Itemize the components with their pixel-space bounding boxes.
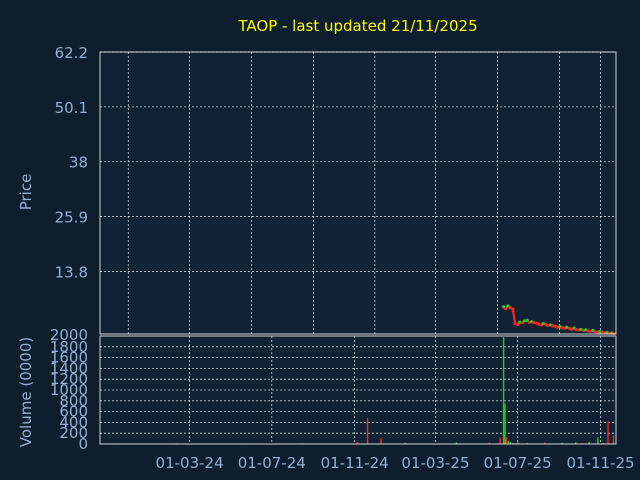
volume-bar-4 [356, 441, 359, 444]
price-point-4 [511, 307, 515, 311]
volume-bar-8 [455, 442, 458, 444]
price-point-37 [588, 329, 593, 333]
price-panel: 62.2 50.1 38 25.9 13.8 2000 [50, 44, 617, 344]
volume-bar-13 [505, 436, 507, 444]
volume-y-tick-label-2: 400 [59, 413, 88, 431]
volume-bar-7 [404, 442, 406, 444]
price-point-27 [565, 325, 569, 329]
volume-bar-27 [612, 435, 615, 444]
volume-y-tick-label-4: 800 [59, 392, 88, 410]
volume-bar-25 [602, 442, 605, 444]
volume-bar-23 [588, 441, 590, 444]
volume-y-tick-label-9: 1800 [50, 338, 88, 356]
volume-y-tick-label-0: 0 [78, 435, 88, 453]
price-point-31 [574, 327, 578, 332]
volume-x-tick-label-3: 01-03-25 [401, 454, 469, 472]
price-point-25 [560, 326, 564, 330]
volume-bar-14 [507, 440, 510, 444]
price-axis-label: Price [17, 174, 35, 211]
price-point-41 [598, 330, 602, 334]
price-point-39 [593, 330, 597, 334]
volume-y-tick-label-7: 1400 [50, 359, 88, 377]
volume-y-tick-label-8: 1600 [50, 349, 88, 367]
price-point-9 [522, 319, 526, 323]
volume-x-tick-label-4: 01-07-25 [484, 454, 552, 472]
volume-bar-15 [509, 441, 512, 444]
price-point-47 [612, 331, 616, 336]
price-y-tick-label-4: 13.8 [55, 263, 88, 281]
price-point-43 [602, 331, 607, 335]
volume-x-tick-label-5: 01-11-25 [566, 454, 634, 472]
price-point-11 [527, 320, 531, 324]
price-point-1 [503, 307, 508, 311]
volume-plot-frame [99, 335, 617, 445]
volume-bar-26 [607, 421, 609, 444]
volume-x-tick-label-0: 01-03-24 [156, 454, 224, 472]
volume-y-tick-label-3: 600 [59, 403, 88, 421]
price-point-13 [532, 321, 536, 325]
volume-axis-label: Volume (0000) [17, 337, 35, 447]
volume-bar-12 [504, 403, 506, 444]
price-plot-area [100, 52, 616, 334]
price-y-tick-label-3: 25.9 [55, 209, 88, 227]
volume-bar-24 [597, 437, 599, 444]
price-point-17 [541, 321, 545, 326]
volume-bar-20 [561, 442, 563, 444]
price-plot-frame [99, 51, 617, 335]
volume-y-tick-label-1: 200 [59, 424, 88, 442]
price-point-3 [508, 306, 512, 310]
volume-y-tick-label-5: 1000 [50, 381, 88, 399]
price-point-35 [584, 328, 588, 332]
price-point-33 [579, 327, 583, 332]
price-segment-5 [511, 308, 517, 324]
volume-bar-6 [380, 438, 382, 444]
price-point-21 [551, 324, 555, 328]
volume-panel: 01-03-24 01-07-24 01-11-24 01-03-25 01-07-25… [50, 335, 635, 472]
volume-bar-18 [526, 443, 528, 444]
price-point-6 [516, 322, 520, 327]
volume-bar-10 [499, 437, 501, 444]
price-point-5 [513, 321, 517, 326]
price-point-23 [555, 325, 559, 329]
volume-bar-16 [512, 442, 514, 444]
volume-bar-22 [581, 443, 584, 444]
chart-title: TAOP - last updated 21/11/2025 [237, 17, 477, 35]
price-y-tick-label-0: 62.2 [55, 44, 88, 62]
price-point-19 [546, 323, 550, 327]
volume-bar-21 [574, 442, 577, 444]
volume-y-tick-label-6: 1200 [50, 370, 88, 388]
volume-bar-5 [366, 418, 369, 444]
volume-bar-19 [543, 442, 546, 444]
volume-bar-9 [488, 442, 491, 444]
volume-x-tick-label-2: 01-11-24 [321, 454, 389, 472]
volume-bar-11 [502, 337, 505, 444]
volume-x-tick-label-1: 01-07-24 [238, 454, 306, 472]
price-y-tick-label-5: 2000 [50, 326, 88, 344]
price-point-7 [518, 320, 522, 324]
price-y-tick-label-1: 50.1 [55, 99, 88, 117]
price-point-15 [536, 322, 541, 326]
price-point-29 [569, 327, 574, 331]
price-y-tick-label-2: 38 [69, 154, 88, 172]
volume-bar-1 [175, 443, 177, 444]
volume-bar-17 [517, 442, 519, 444]
